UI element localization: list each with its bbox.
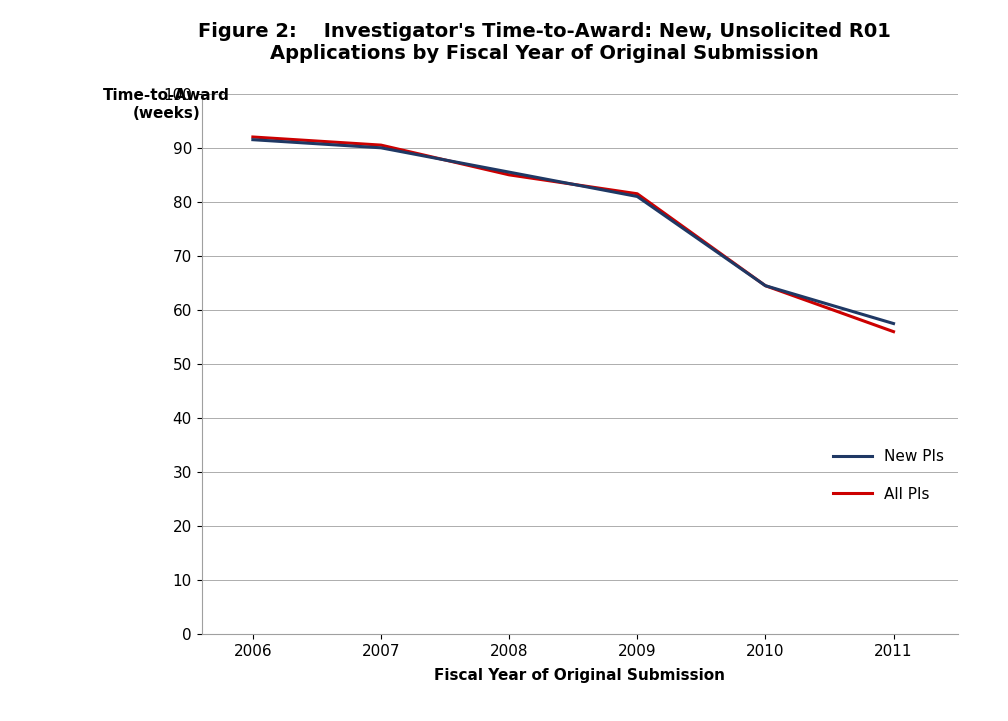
X-axis label: Fiscal Year of Original Submission: Fiscal Year of Original Submission: [434, 668, 725, 683]
All PIs: [759, 281, 771, 290]
New PIs: [631, 192, 643, 200]
New PIs: [247, 136, 259, 144]
New PIs: [887, 319, 899, 328]
Text: Figure 2:    Investigator's Time-to-Award: New, Unsolicited R01
Applications by : Figure 2: Investigator's Time-to-Award: …: [198, 22, 891, 63]
New PIs: [503, 168, 515, 177]
Line: New PIs: New PIs: [253, 140, 893, 324]
All PIs: [887, 327, 899, 336]
All PIs: [631, 190, 643, 198]
Text: Time-to-Award
(weeks): Time-to-Award (weeks): [104, 88, 230, 120]
All PIs: [503, 170, 515, 179]
All PIs: [247, 133, 259, 141]
Line: All PIs: All PIs: [253, 137, 893, 332]
All PIs: [375, 141, 387, 149]
New PIs: [375, 143, 387, 152]
Legend: New PIs, All PIs: New PIs, All PIs: [828, 443, 950, 508]
New PIs: [759, 281, 771, 290]
